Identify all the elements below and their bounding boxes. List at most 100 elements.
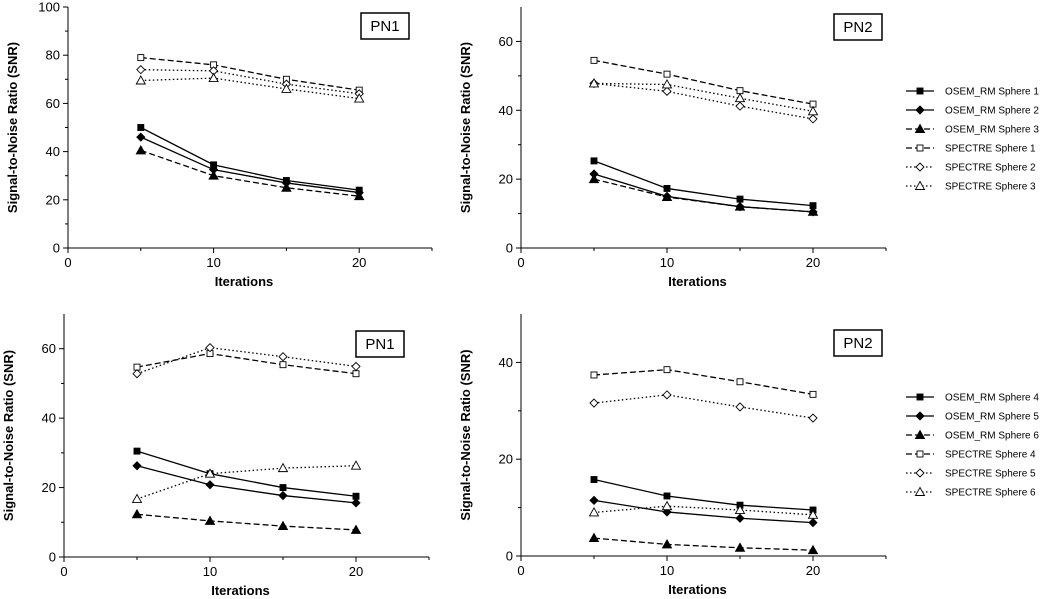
legend-label-4-3: OSEM_RM Sphere 6 bbox=[945, 431, 1039, 442]
data-point-2-3 bbox=[661, 191, 673, 201]
data-point-1-6 bbox=[353, 93, 365, 103]
series-line-3-3 bbox=[136, 513, 357, 531]
y-tick-label-2: 40 bbox=[499, 103, 513, 118]
data-point-2-6 bbox=[661, 79, 673, 89]
series-line-1-5 bbox=[140, 69, 360, 95]
x-tick-label-1: 20 bbox=[352, 255, 366, 270]
series-line-3-6 bbox=[136, 465, 357, 500]
x-axis-title-3: Iterations bbox=[211, 583, 270, 598]
data-point-3-5 bbox=[351, 361, 361, 372]
data-point-3-6 bbox=[277, 462, 289, 473]
x-tick-label-4: 20 bbox=[806, 563, 820, 578]
y-axis-title-4: Signal-to-Noise Ratio (SNR) bbox=[458, 349, 473, 520]
legend-label-2-5: SPECTRE Sphere 2 bbox=[945, 163, 1036, 174]
y-tick-label-3: 40 bbox=[42, 411, 56, 426]
data-point-1-4 bbox=[137, 54, 145, 62]
panel-label-box-2 bbox=[833, 13, 883, 41]
x-tick-label-4: 10 bbox=[660, 563, 674, 578]
series-line-2-4 bbox=[593, 59, 814, 105]
legend-marker-2-6 bbox=[914, 180, 926, 190]
panel-label-4: PN2 bbox=[843, 335, 872, 352]
panel-2: 0 20 40 60 0 10 20 Iterations Signal-to-Noise Ra… bbox=[458, 7, 887, 289]
data-point-4-6 bbox=[807, 509, 819, 519]
series-line-1-6 bbox=[140, 77, 360, 100]
data-point-4-3 bbox=[588, 532, 600, 543]
data-point-4-3 bbox=[661, 538, 673, 549]
y-tick-label-2: 20 bbox=[499, 172, 513, 187]
series-line-1-4 bbox=[140, 56, 360, 91]
data-point-4-5 bbox=[735, 402, 745, 412]
data-point-1-6 bbox=[135, 75, 147, 85]
series-1-5 bbox=[136, 65, 364, 99]
series-3-5 bbox=[132, 343, 361, 379]
data-point-2-1 bbox=[590, 157, 598, 165]
data-point-2-5 bbox=[808, 114, 818, 124]
data-point-2-3 bbox=[588, 173, 600, 184]
x-tick-label-4: 0 bbox=[517, 563, 524, 578]
x-tick-label-3: 20 bbox=[349, 564, 363, 579]
legend-marker-4-5 bbox=[915, 468, 925, 478]
data-point-4-6 bbox=[661, 500, 673, 511]
legend-marker-4-3 bbox=[914, 429, 926, 439]
data-point-4-2 bbox=[735, 513, 745, 523]
legend-label-2-4: SPECTRE Sphere 1 bbox=[945, 144, 1036, 155]
legend-label-4-5: SPECTRE Sphere 5 bbox=[945, 469, 1036, 480]
data-point-3-2 bbox=[205, 480, 215, 490]
data-point-3-6 bbox=[131, 493, 143, 503]
series-2-5 bbox=[589, 78, 818, 124]
series-2-6 bbox=[588, 78, 819, 116]
data-point-2-1 bbox=[663, 184, 671, 192]
data-point-2-6 bbox=[734, 92, 746, 103]
legend-2: OSEM_RM Sphere 1 OSEM_RM Sphere 2 OSEM_RM … bbox=[906, 87, 1039, 193]
legend-label-4-1: OSEM_RM Sphere 4 bbox=[945, 393, 1039, 404]
y-tick-label-3: 0 bbox=[49, 550, 56, 565]
data-point-3-2 bbox=[278, 490, 288, 501]
x-axis-title-1: Iterations bbox=[215, 274, 274, 289]
panel-1: 0 20 40 60 80 100 0 10 20 Iterations Signal-to-Noi… bbox=[5, 0, 433, 289]
data-point-1-1 bbox=[137, 124, 145, 131]
data-point-2-5 bbox=[735, 101, 745, 111]
series-3-3 bbox=[131, 508, 362, 534]
data-point-3-5 bbox=[132, 369, 142, 379]
legend-label-2-1: OSEM_RM Sphere 1 bbox=[945, 87, 1039, 98]
series-line-3-1 bbox=[136, 450, 357, 497]
panel-4: 0 20 40 0 10 20 Iterations Signal-to-Noise Rati… bbox=[458, 314, 887, 597]
y-tick-label-1: 0 bbox=[53, 241, 60, 256]
legend-label-2-2: OSEM_RM Sphere 2 bbox=[945, 106, 1039, 117]
legend-marker-4-6 bbox=[914, 486, 926, 496]
y-tick-label-4: 40 bbox=[499, 355, 513, 370]
panel-label-box-4 bbox=[833, 329, 883, 357]
x-tick-label-3: 10 bbox=[203, 564, 217, 579]
panel-3: 0 20 40 60 0 10 20 Iterations Signal-to-Noise Ra… bbox=[1, 314, 430, 598]
y-axis-title-3: Signal-to-Noise Ratio (SNR) bbox=[1, 350, 16, 521]
y-tick-label-2: 0 bbox=[506, 241, 513, 256]
series-2-2 bbox=[589, 169, 818, 217]
data-point-4-3 bbox=[734, 542, 746, 552]
data-point-3-2 bbox=[351, 498, 361, 508]
legend-label-2-6: SPECTRE Sphere 3 bbox=[945, 182, 1036, 193]
data-point-2-1 bbox=[736, 195, 744, 203]
data-point-4-4 bbox=[809, 390, 817, 398]
x-axis-title-2: Iterations bbox=[668, 274, 727, 289]
panel-label-1: PN1 bbox=[370, 18, 399, 35]
data-point-1-3 bbox=[208, 170, 219, 180]
series-4-5 bbox=[589, 390, 818, 423]
data-point-3-3 bbox=[350, 524, 362, 534]
panel-label-3: PN1 bbox=[365, 336, 394, 353]
series-line-4-2 bbox=[593, 499, 814, 524]
data-point-4-3 bbox=[807, 544, 819, 555]
data-point-3-4 bbox=[279, 361, 287, 369]
series-line-1-3 bbox=[140, 149, 360, 197]
y-tick-label-4: 20 bbox=[499, 452, 513, 467]
series-line-1-2 bbox=[140, 136, 360, 194]
legend-label-2-3: OSEM_RM Sphere 3 bbox=[945, 125, 1039, 136]
data-point-4-6 bbox=[588, 507, 600, 517]
legend-marker-2-3 bbox=[914, 123, 926, 133]
x-tick-label-3: 0 bbox=[60, 564, 67, 579]
series-1-1 bbox=[137, 124, 363, 194]
data-point-2-3 bbox=[807, 206, 819, 216]
legend-marker-4-2 bbox=[915, 411, 925, 421]
data-point-3-3 bbox=[277, 520, 289, 531]
series-4-6 bbox=[588, 500, 819, 519]
